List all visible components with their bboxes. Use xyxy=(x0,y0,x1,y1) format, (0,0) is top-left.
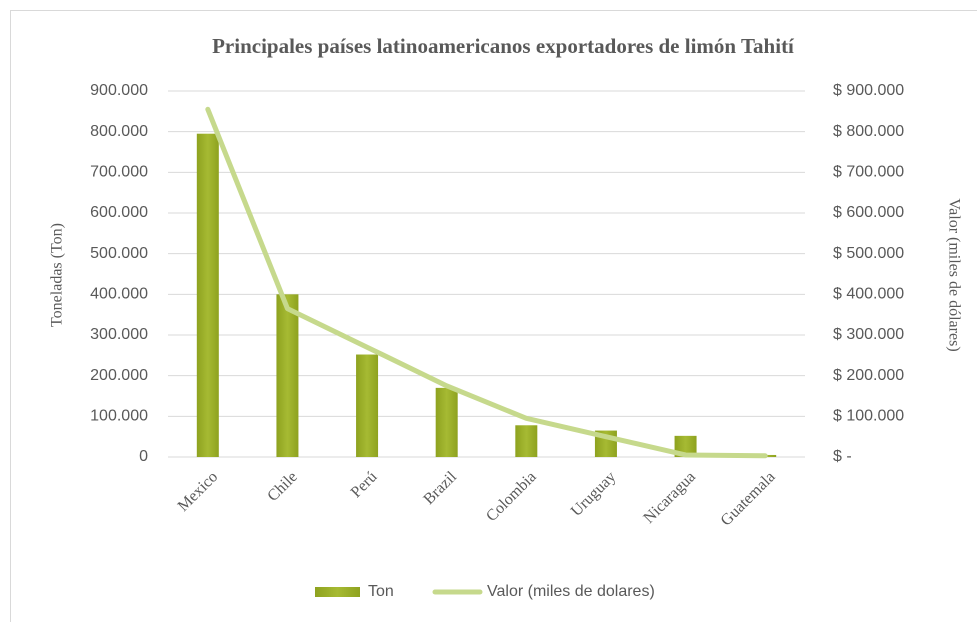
y2-tick-label: $ 900.000 xyxy=(833,82,904,99)
legend-swatch xyxy=(315,587,360,597)
y2-tick-label: $ 600.000 xyxy=(833,204,904,221)
legend-label: Ton xyxy=(368,583,394,600)
y-tick-label: 0 xyxy=(139,448,148,465)
bar xyxy=(356,354,379,457)
y2-tick-label: $ 100.000 xyxy=(833,408,904,425)
line xyxy=(205,106,768,459)
y2-tick-label: $ 300.000 xyxy=(833,326,904,343)
y-tick-label: 600.000 xyxy=(90,204,148,221)
legend-label: Valor (miles de dolares) xyxy=(487,583,655,600)
bar xyxy=(515,425,538,457)
y-tick-label: 200.000 xyxy=(90,367,148,384)
y-tick-label: 400.000 xyxy=(90,286,148,303)
bar xyxy=(196,133,219,457)
y2-tick-label: $ - xyxy=(833,448,852,465)
y-tick-label: 100.000 xyxy=(90,408,148,425)
y2-tick-label: $ 400.000 xyxy=(833,286,904,303)
y2-tick-label: $ 800.000 xyxy=(833,123,904,140)
y2-axis-title: Valor (miles de dólares) xyxy=(945,198,962,351)
chart-border xyxy=(10,10,977,622)
bar xyxy=(435,387,458,457)
y-tick-label: 500.000 xyxy=(90,245,148,262)
y2-tick-label: $ 500.000 xyxy=(833,245,904,262)
y-axis-title: Toneladas (Ton) xyxy=(49,223,66,327)
y2-tick-label: $ 700.000 xyxy=(833,164,904,181)
y-tick-label: 800.000 xyxy=(90,123,148,140)
bar xyxy=(276,294,299,457)
y2-tick-label: $ 200.000 xyxy=(833,367,904,384)
chart-title: Principales países latinoamericanos expo… xyxy=(212,34,795,58)
y-tick-label: 900.000 xyxy=(90,82,148,99)
y-tick-label: 300.000 xyxy=(90,326,148,343)
y-tick-label: 700.000 xyxy=(90,164,148,181)
